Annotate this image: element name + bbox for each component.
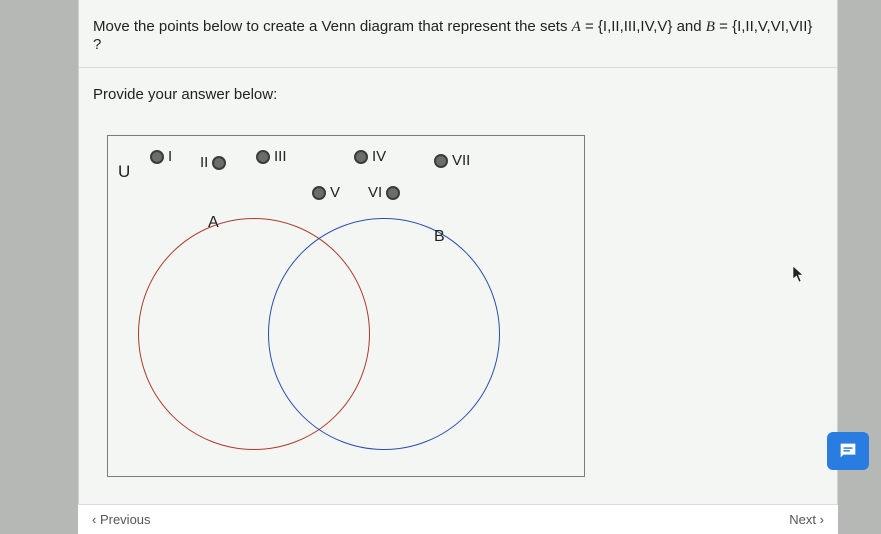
next-label: Next	[789, 512, 816, 527]
point-label: II	[200, 154, 208, 171]
circle-b[interactable]	[268, 218, 500, 450]
point-label: VII	[452, 152, 470, 169]
point-dot-icon	[150, 150, 164, 164]
equals-1: =	[585, 18, 598, 35]
page-card: Move the points below to create a Venn d…	[78, 0, 838, 534]
point-ii[interactable]: II	[200, 154, 226, 171]
point-label: III	[274, 148, 287, 165]
point-dot-icon	[312, 186, 326, 200]
point-dot-icon	[434, 154, 448, 168]
circle-b-label: B	[434, 228, 445, 246]
next-button[interactable]: Next ›	[789, 512, 824, 527]
nav-bar: ‹ Previous Next ›	[78, 504, 838, 534]
point-dot-icon	[212, 156, 226, 170]
point-iii[interactable]: III	[256, 148, 287, 165]
set-a-elems: {I,II,III,IV,V}	[598, 18, 673, 35]
circle-a-label: A	[208, 214, 219, 232]
point-label: VI	[368, 184, 382, 201]
point-dot-icon	[386, 186, 400, 200]
question-text: Move the points below to create a Venn d…	[79, 0, 837, 68]
answer-label: Provide your answer below:	[79, 68, 837, 117]
point-vii[interactable]: VII	[434, 152, 470, 169]
point-dot-icon	[354, 150, 368, 164]
point-label: I	[168, 148, 172, 165]
chat-icon	[837, 440, 859, 462]
equals-2: =	[719, 18, 732, 35]
set-a-name: A	[572, 19, 581, 35]
chat-button[interactable]	[827, 432, 869, 470]
chevron-left-icon: ‹	[92, 512, 100, 527]
point-vi[interactable]: VI	[368, 184, 400, 201]
point-dot-icon	[256, 150, 270, 164]
previous-button[interactable]: ‹ Previous	[92, 512, 151, 527]
question-mark: ?	[93, 36, 101, 53]
set-b-elems: {I,II,V,VI,VII}	[732, 18, 812, 35]
and-word: and	[677, 18, 706, 35]
point-i[interactable]: I	[150, 148, 172, 165]
point-v[interactable]: V	[312, 184, 340, 201]
chevron-right-icon: ›	[820, 512, 824, 527]
point-label: IV	[372, 148, 386, 165]
set-b-name: B	[706, 19, 715, 35]
venn-diagram-canvas[interactable]: U A B IIIIIIIVVVIVII	[107, 135, 585, 477]
universal-set-label: U	[118, 162, 130, 182]
previous-label: Previous	[100, 512, 151, 527]
question-prefix: Move the points below to create a Venn d…	[93, 18, 572, 35]
point-iv[interactable]: IV	[354, 148, 386, 165]
point-label: V	[330, 184, 340, 201]
